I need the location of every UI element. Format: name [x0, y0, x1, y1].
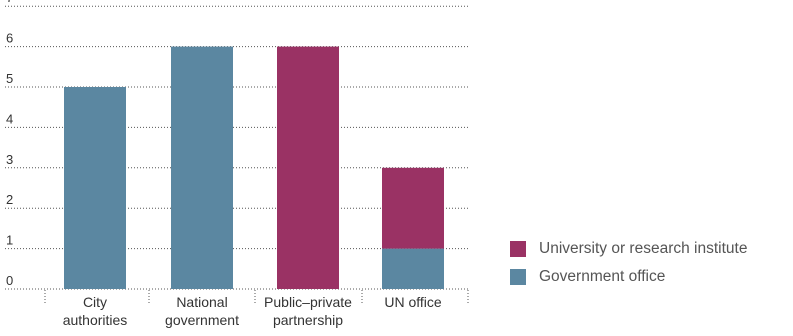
- category-label-0-line-1: authorities: [63, 312, 128, 328]
- bar-1-government-office: [171, 46, 233, 289]
- legend-label-university: University or research institute: [539, 240, 748, 257]
- bar-2-university-research: [277, 46, 339, 289]
- legend: University or research institute Governm…: [510, 237, 790, 293]
- category-label-0-line-0: City: [83, 294, 107, 310]
- y-tick-label-4: 4: [6, 111, 13, 126]
- category-label-3-line-0: UN office: [384, 294, 442, 310]
- y-tick-label-6: 6: [6, 31, 13, 46]
- y-tick-label-1: 1: [6, 233, 13, 248]
- legend-item-university: University or research institute: [510, 237, 790, 261]
- legend-swatch-government: [510, 269, 526, 285]
- x-axis-category-labels: City authorities National government Public–…: [63, 294, 442, 328]
- y-tick-label-3: 3: [6, 152, 13, 167]
- legend-item-government: Government office: [510, 265, 790, 289]
- category-label-1-line-1: government: [165, 312, 239, 328]
- bar-0-government-office: [64, 87, 126, 289]
- y-tick-label-2: 2: [6, 192, 13, 207]
- category-label-1-line-0: National: [176, 294, 227, 310]
- legend-label-government: Government office: [539, 268, 666, 285]
- y-tick-label-5: 5: [6, 71, 13, 86]
- legend-swatch-university: [510, 241, 526, 257]
- y-tick-label-0: 0: [6, 273, 13, 288]
- category-label-2-line-1: partnership: [273, 312, 343, 328]
- y-axis-ticks: 0 1 2 3 4 5 6 7: [6, 0, 13, 288]
- category-label-2-line-0: Public–private: [264, 294, 352, 310]
- bars: [64, 46, 444, 289]
- y-tick-label-7: 7: [6, 0, 13, 5]
- bar-3-university-research: [382, 167, 444, 249]
- bar-3-government-office: [382, 248, 444, 289]
